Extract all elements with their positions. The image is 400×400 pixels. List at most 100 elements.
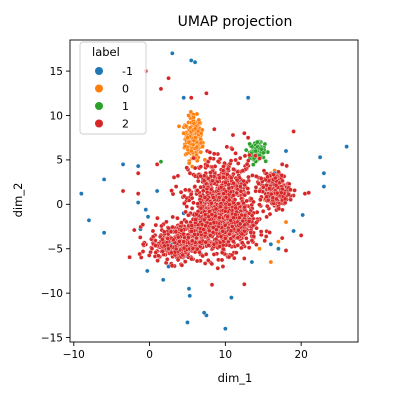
cluster-point-2-c4-222 bbox=[280, 178, 285, 184]
cluster-point-2-c0-574 bbox=[238, 184, 243, 189]
cluster-point-2-c2-97 bbox=[206, 258, 211, 263]
cluster-point-2-c0-642 bbox=[244, 198, 250, 204]
cluster-point-2-c3-151 bbox=[217, 215, 222, 220]
cluster-point-2-c1-35 bbox=[219, 257, 225, 263]
cluster-point-2-c1-347 bbox=[246, 218, 252, 224]
cluster-point-2-c0-518 bbox=[235, 201, 241, 206]
cluster-point-2-c2-287 bbox=[166, 225, 171, 231]
cluster-point-2-c1-331 bbox=[248, 230, 254, 235]
cluster-point-2-c2-323 bbox=[171, 237, 176, 243]
cluster-point-2-c1-304 bbox=[240, 240, 245, 246]
cluster-point-2-c4-96 bbox=[265, 203, 270, 209]
cluster-point-2-c3-137 bbox=[192, 232, 197, 237]
cluster-point-2-c0-629 bbox=[244, 161, 250, 167]
cluster-point-2-c2-31 bbox=[140, 249, 146, 254]
cluster-point-2-c3-156 bbox=[209, 212, 215, 217]
cluster-point-2-c0-646 bbox=[221, 164, 226, 169]
cluster-point-2-c0-414 bbox=[229, 146, 235, 152]
cluster-point-2-c3-141 bbox=[218, 204, 223, 210]
point-label--1-7 bbox=[101, 177, 107, 182]
y-tick-label: 10 bbox=[50, 110, 63, 122]
cluster-point-2-c4-107 bbox=[288, 197, 293, 202]
point-label-0-13 bbox=[283, 219, 289, 225]
cluster-point-2-c2-354 bbox=[160, 237, 165, 242]
cluster-point-2-c1-316 bbox=[236, 227, 241, 233]
cluster-point-2-c0-444 bbox=[244, 236, 249, 241]
point-label--1-18 bbox=[317, 154, 323, 160]
cluster-point-2-c0-432 bbox=[245, 186, 251, 191]
cluster-point-2-c4-221 bbox=[261, 184, 266, 190]
legend-entry--1: -1 bbox=[122, 65, 133, 78]
point-label--1-11 bbox=[143, 207, 149, 212]
point-label--1-3 bbox=[181, 95, 186, 101]
point-label-2-23 bbox=[166, 246, 171, 252]
point-label--1-2 bbox=[192, 59, 198, 65]
cluster-point-2-c1-147 bbox=[254, 225, 259, 231]
cluster-point-2-c1-330 bbox=[223, 236, 228, 241]
cluster-point-2-c4-99 bbox=[264, 214, 269, 220]
point-label--1-4 bbox=[245, 95, 251, 101]
cluster-point-2-c0-27 bbox=[212, 126, 217, 132]
cluster-point-2-c2-293 bbox=[175, 257, 181, 263]
cluster-point-2-c2-251 bbox=[170, 224, 175, 230]
cluster-point-2-c3-125 bbox=[194, 246, 200, 252]
cluster-point-2-c0-78 bbox=[175, 215, 180, 221]
cluster-point-2-c0-231 bbox=[253, 153, 258, 159]
cluster-point-2-c0-554 bbox=[205, 163, 210, 169]
cluster-point-2-c3-113 bbox=[207, 209, 212, 214]
cluster-point-2-c2-59 bbox=[159, 223, 164, 229]
cluster-point-2-c1-90 bbox=[234, 250, 239, 255]
cluster-point-2-c2-158 bbox=[165, 257, 170, 262]
cluster-point-2-c3-111 bbox=[197, 239, 203, 245]
cluster-point-1-a-42 bbox=[251, 162, 256, 167]
cluster-point-2-c0-582 bbox=[247, 152, 252, 158]
chart-title: UMAP projection bbox=[178, 14, 293, 30]
cluster-point-2-c0-516 bbox=[242, 182, 247, 188]
y-tick-label: −15 bbox=[41, 332, 63, 344]
x-tick-label: 20 bbox=[294, 349, 307, 361]
cluster-point-2-c4-65 bbox=[260, 209, 266, 214]
legend-entry-1: 1 bbox=[122, 100, 129, 113]
cluster-point-2-c1-237 bbox=[226, 254, 232, 260]
cluster-point-2-c1-228 bbox=[250, 223, 256, 228]
cluster-point-2-c3-101 bbox=[190, 238, 195, 244]
cluster-point-2-c2-372 bbox=[162, 243, 167, 249]
point-label-2-21 bbox=[283, 248, 289, 253]
x-tick-label: 0 bbox=[146, 349, 153, 361]
cluster-point-2-c2-377 bbox=[186, 235, 191, 240]
cluster-point-2-c3-123 bbox=[206, 228, 212, 234]
cluster-point-2-c0-535 bbox=[207, 156, 213, 161]
point-label-0-1 bbox=[192, 126, 198, 132]
cluster-point-2-c2-366 bbox=[179, 227, 184, 233]
cluster-point-2-c2-375 bbox=[194, 258, 200, 264]
cluster-point-2-c0-478 bbox=[208, 170, 213, 175]
point-label--1-16 bbox=[283, 148, 289, 154]
cluster-point-2-c3-94 bbox=[203, 239, 209, 245]
cluster-point-2-c2-347 bbox=[137, 235, 143, 240]
cluster-point-2-c0-618 bbox=[200, 188, 206, 194]
cluster-point-2-c0-593 bbox=[189, 195, 195, 201]
cluster-point-2-c1-349 bbox=[237, 221, 243, 227]
cluster-point-2-c0-451 bbox=[191, 155, 196, 161]
cluster-point-2-c0-142 bbox=[182, 201, 187, 206]
x-tick-label: 10 bbox=[219, 349, 232, 361]
cluster-point-2-c1-273 bbox=[233, 205, 239, 211]
cluster-point-2-c3-42 bbox=[189, 223, 195, 228]
cluster-point-2-c3-127 bbox=[206, 242, 211, 248]
cluster-point-2-c1-251 bbox=[213, 236, 219, 242]
cluster-point-2-c0-446 bbox=[250, 173, 255, 178]
point-label-1-6 bbox=[260, 150, 266, 156]
cluster-point-2-c4-160 bbox=[257, 188, 262, 194]
cluster-point-2-c1-318 bbox=[249, 213, 255, 218]
cluster-point-2-c3-149 bbox=[195, 201, 201, 206]
cluster-point-2-c3-147 bbox=[201, 227, 206, 232]
cluster-point-2-c4-144 bbox=[258, 197, 263, 203]
point-label-0-2 bbox=[188, 148, 194, 154]
cluster-point-2-c0-543 bbox=[224, 172, 230, 177]
cluster-point-2-c3-53 bbox=[209, 200, 214, 206]
cluster-point-2-c0-529 bbox=[181, 193, 187, 199]
point-label--1-12 bbox=[86, 218, 92, 223]
cluster-point-2-c1-344 bbox=[231, 215, 236, 221]
cluster-point-2-c1-216 bbox=[263, 234, 269, 239]
cluster-point-2-c2-274 bbox=[164, 219, 169, 225]
